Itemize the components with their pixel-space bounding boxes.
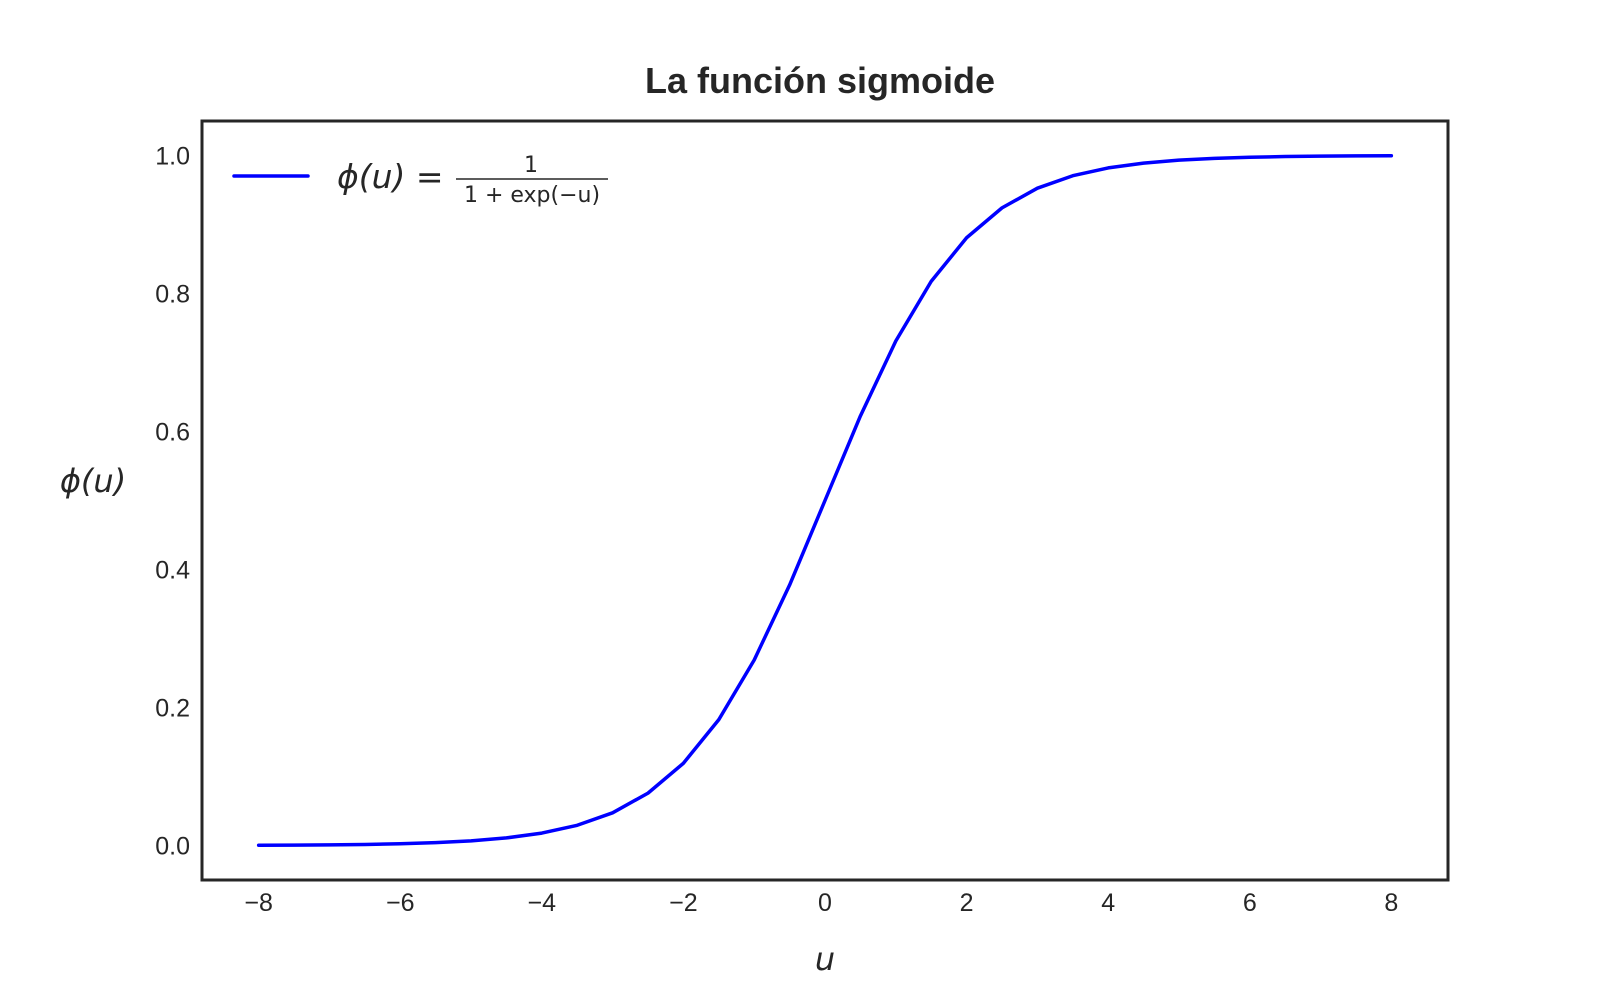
x-tick-label: 0 (818, 889, 832, 917)
plot-frame (200, 119, 1450, 882)
legend-label-numerator: 1 (524, 153, 538, 178)
legend-label-lhs: ϕ(u) = (337, 157, 444, 196)
legend: ϕ(u) = 1 1 + exp(−u) (232, 153, 608, 208)
y-tick-label: 0.0 (155, 833, 190, 861)
x-tick-label: 2 (960, 889, 974, 917)
y-tick-labels: 0.0 0.2 0.4 0.6 0.8 1.0 (155, 143, 190, 861)
plot-area (256, 153, 1394, 848)
x-tick-label: −6 (386, 889, 415, 917)
x-tick-label: 6 (1243, 889, 1257, 917)
y-tick-label: 0.2 (155, 695, 190, 723)
series-line-sigmoid (256, 153, 1394, 848)
legend-label-denominator: 1 + exp(−u) (464, 183, 600, 208)
y-tick-label: 0.6 (155, 419, 190, 447)
x-tick-label: 8 (1384, 889, 1398, 917)
y-tick-label: 0.4 (155, 557, 190, 585)
y-tick-label: 0.8 (155, 281, 190, 309)
x-tick-label: −2 (669, 889, 698, 917)
x-tick-label: −8 (244, 889, 273, 917)
chart-title: La función sigmoide (645, 60, 995, 101)
x-axis-label: u (815, 940, 835, 978)
x-tick-labels: −8 −6 −4 −2 0 2 4 6 8 (244, 889, 1398, 917)
y-tick-label: 1.0 (155, 143, 190, 171)
x-tick-label: −4 (528, 889, 557, 917)
y-axis-label: ϕ(u) (60, 462, 126, 500)
x-tick-label: 4 (1101, 889, 1115, 917)
